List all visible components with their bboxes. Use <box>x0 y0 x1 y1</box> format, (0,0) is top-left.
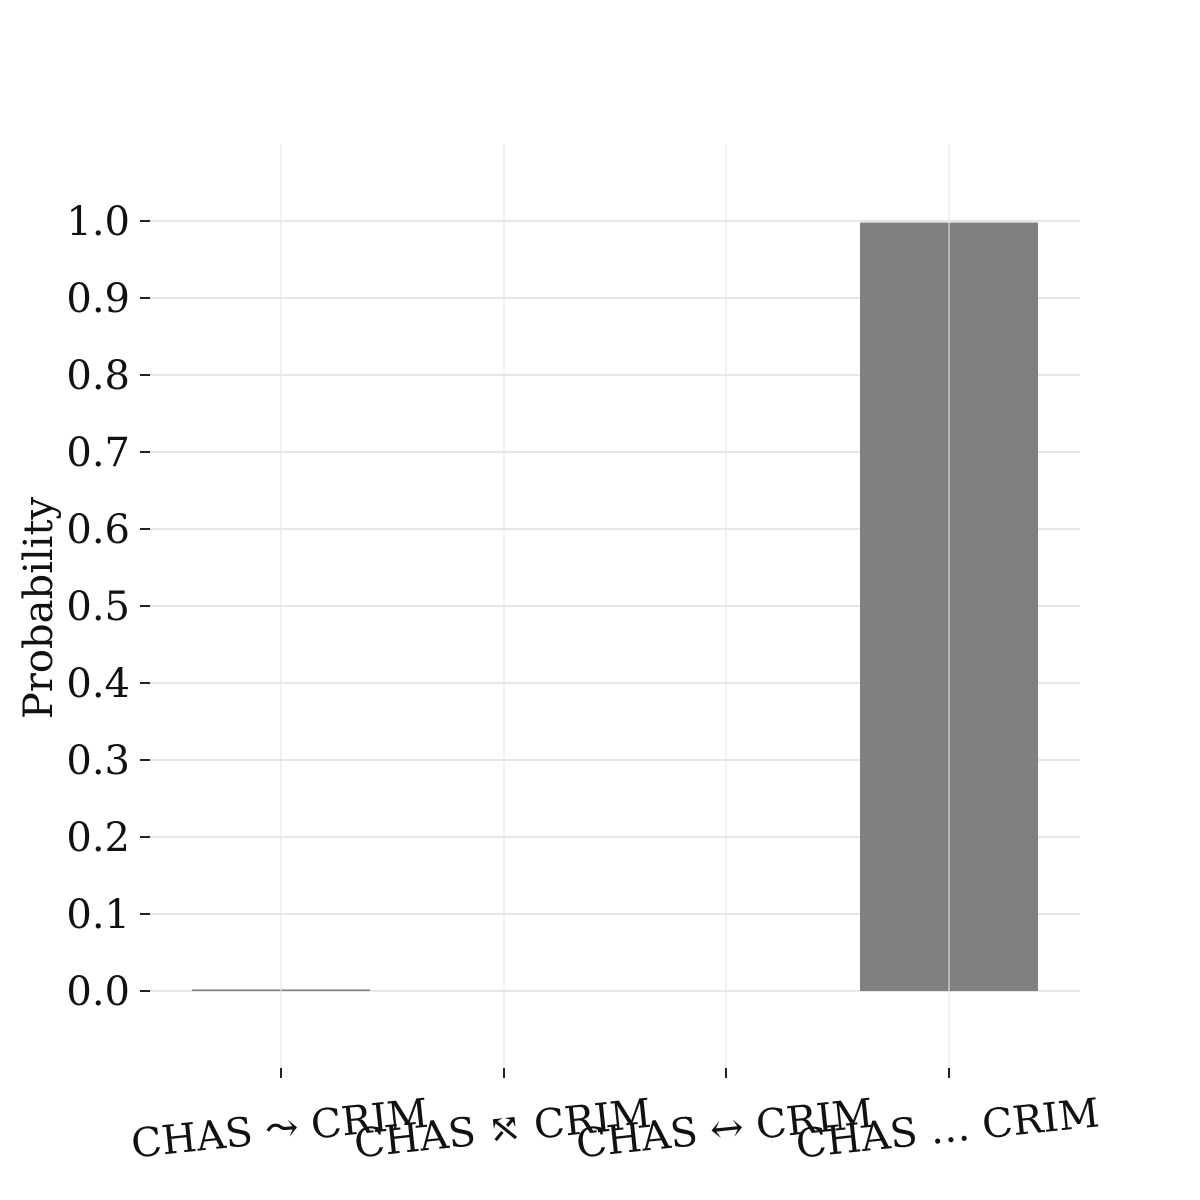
y-tick-label: 0.7 <box>66 430 130 476</box>
y-tick-label: 0.3 <box>66 738 130 784</box>
y-axis-label: Probability <box>16 496 62 719</box>
y-tick-label: 0.8 <box>66 353 130 399</box>
y-axis-ticks: 0.0 0.1 0.2 0.3 0.4 0.5 0.6 0.7 0.8 0.9 1.0 <box>66 199 150 1015</box>
y-tick-label: 0.4 <box>66 661 130 707</box>
y-tick-label: 0.2 <box>66 815 130 861</box>
y-tick-label: 0.5 <box>66 584 130 630</box>
y-tick-label: 0.0 <box>66 969 130 1015</box>
y-tick-label: 0.6 <box>66 507 130 553</box>
y-tick-label: 0.1 <box>66 892 130 938</box>
y-tick-label: 1.0 <box>66 199 130 245</box>
y-tick-label: 0.9 <box>66 276 130 322</box>
bars <box>192 144 1038 1068</box>
